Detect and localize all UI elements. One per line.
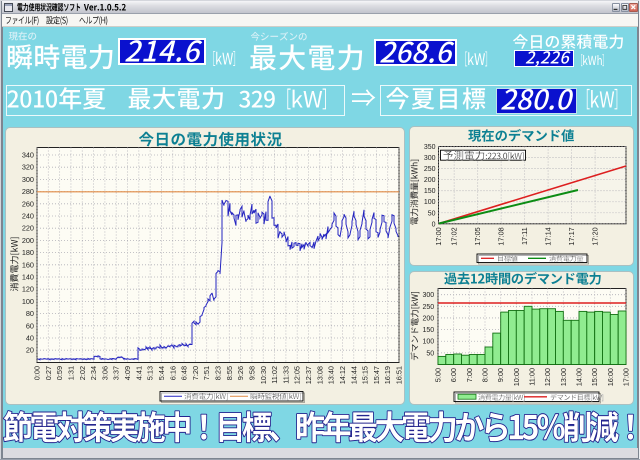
svg-text:17:14: 17:14 (544, 227, 553, 245)
svg-text:60: 60 (26, 321, 34, 330)
svg-text:17:08: 17:08 (497, 227, 506, 245)
svg-text:150: 150 (423, 327, 435, 334)
svg-text:5:13: 5:13 (146, 366, 155, 380)
svg-text:12:00: 12:00 (543, 368, 552, 386)
svg-text:17:00: 17:00 (622, 368, 631, 386)
svg-text:12:37: 12:37 (304, 366, 313, 384)
svg-text:0: 0 (432, 221, 436, 228)
svg-text:6:16: 6:16 (168, 366, 177, 380)
svg-text:200: 200 (424, 177, 436, 184)
svg-text:6:00: 6:00 (449, 368, 458, 382)
svg-text:200: 200 (423, 315, 435, 322)
svg-text:300: 300 (423, 292, 435, 299)
svg-text:320: 320 (22, 163, 34, 172)
svg-text:220: 220 (22, 224, 34, 233)
svg-text:7:00: 7:00 (465, 368, 474, 382)
svg-text:10:30: 10:30 (259, 366, 268, 384)
svg-text:10:00: 10:00 (512, 368, 521, 386)
svg-text:6:48: 6:48 (180, 366, 189, 380)
svg-text:340: 340 (22, 151, 34, 160)
svg-text:40: 40 (26, 334, 34, 343)
svg-text:0:00: 0:00 (33, 366, 42, 380)
svg-text:150: 150 (424, 188, 436, 195)
svg-text:100: 100 (22, 297, 34, 306)
svg-text:160: 160 (22, 260, 34, 269)
svg-text:280: 280 (22, 187, 34, 196)
svg-text:9:58: 9:58 (247, 366, 256, 380)
svg-text:17:05: 17:05 (473, 227, 482, 245)
svg-text:13:00: 13:00 (559, 368, 568, 386)
svg-text:15:15: 15:15 (361, 366, 370, 384)
svg-text:5:00: 5:00 (434, 368, 443, 382)
svg-text:17:20: 17:20 (591, 227, 600, 245)
svg-text:12:05: 12:05 (293, 366, 302, 384)
svg-text:2:34: 2:34 (89, 366, 98, 380)
svg-text:17:00: 17:00 (434, 227, 443, 245)
svg-text:100: 100 (424, 199, 436, 206)
svg-text:350: 350 (424, 144, 436, 151)
svg-text:0:59: 0:59 (55, 366, 64, 380)
svg-text:15:47: 15:47 (372, 366, 381, 384)
svg-text:16:19: 16:19 (383, 366, 392, 384)
svg-text:50: 50 (426, 350, 434, 357)
svg-text:14:44: 14:44 (349, 366, 358, 384)
svg-text:17:17: 17:17 (567, 227, 576, 245)
svg-text:14:12: 14:12 (338, 366, 347, 384)
svg-text:20: 20 (26, 346, 34, 355)
svg-text:7:20: 7:20 (191, 366, 200, 380)
svg-text:300: 300 (424, 155, 436, 162)
svg-text:7:51: 7:51 (202, 366, 211, 380)
svg-text:200: 200 (22, 236, 34, 245)
svg-text:13:40: 13:40 (327, 366, 336, 384)
svg-text:11:33: 11:33 (281, 366, 290, 384)
svg-text:9:00: 9:00 (496, 368, 505, 382)
svg-text:9:26: 9:26 (236, 366, 245, 380)
svg-text:13:08: 13:08 (315, 366, 324, 384)
svg-text:3:06: 3:06 (100, 366, 109, 380)
svg-text:300: 300 (22, 175, 34, 184)
svg-text:80: 80 (26, 309, 34, 318)
svg-text:260: 260 (22, 199, 34, 208)
svg-text:240: 240 (22, 212, 34, 221)
svg-text:8:55: 8:55 (225, 366, 234, 380)
svg-text:3:37: 3:37 (112, 366, 121, 380)
svg-text:120: 120 (22, 285, 34, 294)
svg-text:1:31: 1:31 (66, 366, 75, 380)
svg-text:11:00: 11:00 (528, 368, 537, 386)
svg-text:4:09: 4:09 (123, 366, 132, 380)
svg-text:0:27: 0:27 (44, 366, 53, 380)
svg-text:15:00: 15:00 (590, 368, 599, 386)
svg-text:100: 100 (423, 339, 435, 346)
svg-text:11:02: 11:02 (270, 366, 279, 384)
svg-text:250: 250 (424, 166, 436, 173)
svg-text:5:44: 5:44 (157, 366, 166, 380)
svg-text:17:02: 17:02 (450, 227, 459, 245)
svg-text:250: 250 (423, 304, 435, 311)
svg-text:140: 140 (22, 273, 34, 282)
svg-text:180: 180 (22, 248, 34, 257)
svg-text:8:23: 8:23 (214, 366, 223, 380)
svg-text:4:41: 4:41 (134, 366, 143, 380)
svg-text:14:00: 14:00 (575, 368, 584, 386)
svg-text:50: 50 (428, 210, 436, 217)
svg-text:8:00: 8:00 (481, 368, 490, 382)
svg-text:16:51: 16:51 (395, 366, 404, 384)
svg-text:2:02: 2:02 (78, 366, 87, 380)
svg-text:17:11: 17:11 (520, 227, 529, 245)
svg-text:16:00: 16:00 (606, 368, 615, 386)
